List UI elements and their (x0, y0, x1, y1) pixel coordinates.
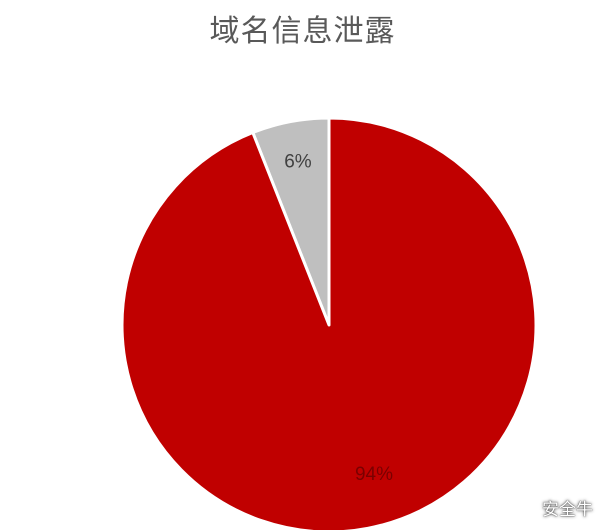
chart-title: 域名信息泄露 (209, 14, 396, 49)
pie-label-6: 6% (284, 151, 312, 172)
pie-slice-94 (120, 116, 538, 530)
wechat-icon (508, 497, 535, 518)
watermark: 安全牛 (508, 495, 593, 520)
pie-label-94: 94% (355, 464, 393, 485)
pie-slices (120, 116, 538, 530)
watermark-text: 安全牛 (542, 500, 593, 520)
pie-labels: 6% 94% (284, 151, 393, 485)
